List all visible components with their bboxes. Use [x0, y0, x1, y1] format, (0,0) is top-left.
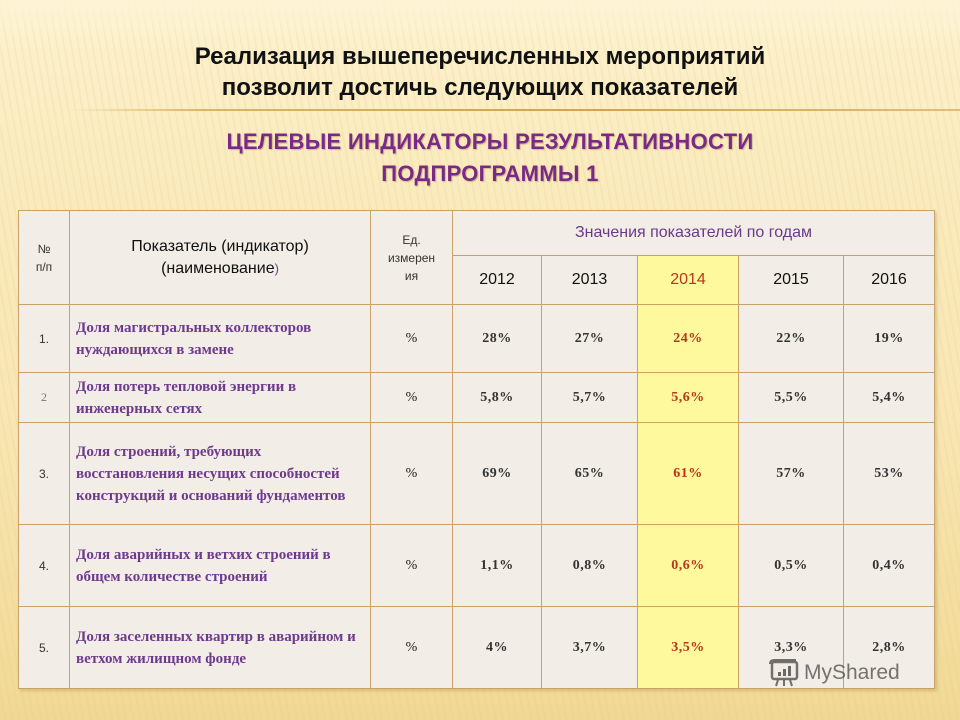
- row-value-2016: 2,8%: [843, 606, 935, 689]
- row-unit: %: [370, 606, 453, 689]
- header-year-2015: 2015: [738, 255, 844, 305]
- row-number: 1.: [18, 304, 70, 373]
- header-year-2012: 2012: [452, 255, 542, 305]
- table-row: 5. Доля заселенных квартир в аварийном и…: [18, 606, 935, 689]
- header-unit-line2: измерен: [387, 250, 436, 265]
- row-value-2013: 27%: [541, 304, 638, 373]
- table-row: 1. Доля магистральных коллекторов нуждаю…: [18, 304, 935, 373]
- row-value-2014: 5,6%: [637, 372, 739, 423]
- header-num: № п/п: [18, 210, 70, 305]
- row-unit: %: [370, 422, 453, 525]
- row-indicator-name: Доля аварийных и ветхих строений в общем…: [69, 524, 371, 607]
- table-row: 3. Доля строений, требующих восстановлен…: [18, 422, 935, 525]
- row-indicator-name: Доля потерь тепловой энергии в инженерны…: [69, 372, 371, 423]
- heading-divider: [70, 109, 960, 111]
- row-indicator-name: Доля строений, требующих восстановления …: [69, 422, 371, 525]
- row-value-2013: 65%: [541, 422, 638, 525]
- header-unit-line1: Ед.: [402, 232, 421, 247]
- slide-heading-line1: Реализация вышеперечисленных мероприятий: [194, 43, 766, 70]
- background-top-fade: [0, 0, 960, 40]
- header-year-2013: 2013: [541, 255, 638, 305]
- row-value-2016: 19%: [843, 304, 935, 373]
- row-value-2015: 0,5%: [738, 524, 844, 607]
- row-value-2015: 22%: [738, 304, 844, 373]
- header-unit: Ед. измерен ия: [370, 210, 453, 305]
- row-number: 3.: [18, 422, 70, 525]
- header-indicator: Показатель (индикатор) (наименование): [69, 210, 371, 305]
- presentation-chart-icon: [769, 659, 799, 687]
- row-unit: %: [370, 524, 453, 607]
- row-value-2013: 0,8%: [541, 524, 638, 607]
- row-number: 2: [18, 372, 70, 423]
- row-value-2012: 69%: [452, 422, 542, 525]
- row-value-2013: 3,7%: [541, 606, 638, 689]
- header-row-top: № п/п Показатель (индикатор) (наименован…: [18, 210, 935, 305]
- header-unit-line3: ия: [404, 268, 419, 283]
- header-indicator-line2: (наименование: [161, 259, 275, 277]
- row-indicator-name: Доля заселенных квартир в аварийном и ве…: [69, 606, 371, 689]
- row-number: 4.: [18, 524, 70, 607]
- slide-subtitle-line1: ЦЕЛЕВЫЕ ИНДИКАТОРЫ РЕЗУЛЬТАТИВНОСТИ: [226, 129, 754, 154]
- slide-subtitle-line2: ПОДПРОГРАММЫ 1: [381, 161, 599, 186]
- header-year-2014: 2014: [637, 255, 739, 305]
- row-value-2014: 61%: [637, 422, 739, 525]
- row-value-2015: 5,5%: [738, 372, 844, 423]
- row-value-2015: 3,3%: [738, 606, 844, 689]
- row-value-2016: 53%: [843, 422, 935, 525]
- header-num-label: п/п: [35, 259, 53, 274]
- header-year-2016: 2016: [843, 255, 935, 305]
- row-value-2016: 0,4%: [843, 524, 935, 607]
- row-value-2012: 1,1%: [452, 524, 542, 607]
- row-value-2012: 28%: [452, 304, 542, 373]
- header-indicator-paren: ): [274, 260, 279, 276]
- indicators-table: № п/п Показатель (индикатор) (наименован…: [18, 210, 935, 689]
- row-value-2014: 24%: [637, 304, 739, 373]
- row-unit: %: [370, 304, 453, 373]
- row-value-2012: 4%: [452, 606, 542, 689]
- table-row: 2 Доля потерь тепловой энергии в инженер…: [18, 372, 935, 423]
- row-unit: %: [370, 372, 453, 423]
- row-value-2015: 57%: [738, 422, 844, 525]
- slide-heading-line2: позволит достичь следующих показателей: [221, 74, 739, 101]
- row-value-2016: 5,4%: [843, 372, 935, 423]
- header-values-by-year: Значения показателей по годам: [452, 210, 935, 256]
- row-value-2014: 3,5%: [637, 606, 739, 689]
- table-row: 4. Доля аварийных и ветхих строений в об…: [18, 524, 935, 607]
- myshared-watermark: MyShared: [768, 658, 900, 688]
- watermark-text: MyShared: [804, 661, 900, 684]
- row-value-2013: 5,7%: [541, 372, 638, 423]
- row-indicator-name: Доля магистральных коллекторов нуждающих…: [69, 304, 371, 373]
- row-number: 5.: [18, 606, 70, 689]
- header-indicator-line1: Показатель (индикатор): [131, 237, 309, 255]
- row-value-2014: 0,6%: [637, 524, 739, 607]
- header-num-symbol: №: [37, 241, 51, 256]
- header-row-years: 2012 2013 2014 2015 2016: [19, 255, 935, 305]
- row-value-2012: 5,8%: [452, 372, 542, 423]
